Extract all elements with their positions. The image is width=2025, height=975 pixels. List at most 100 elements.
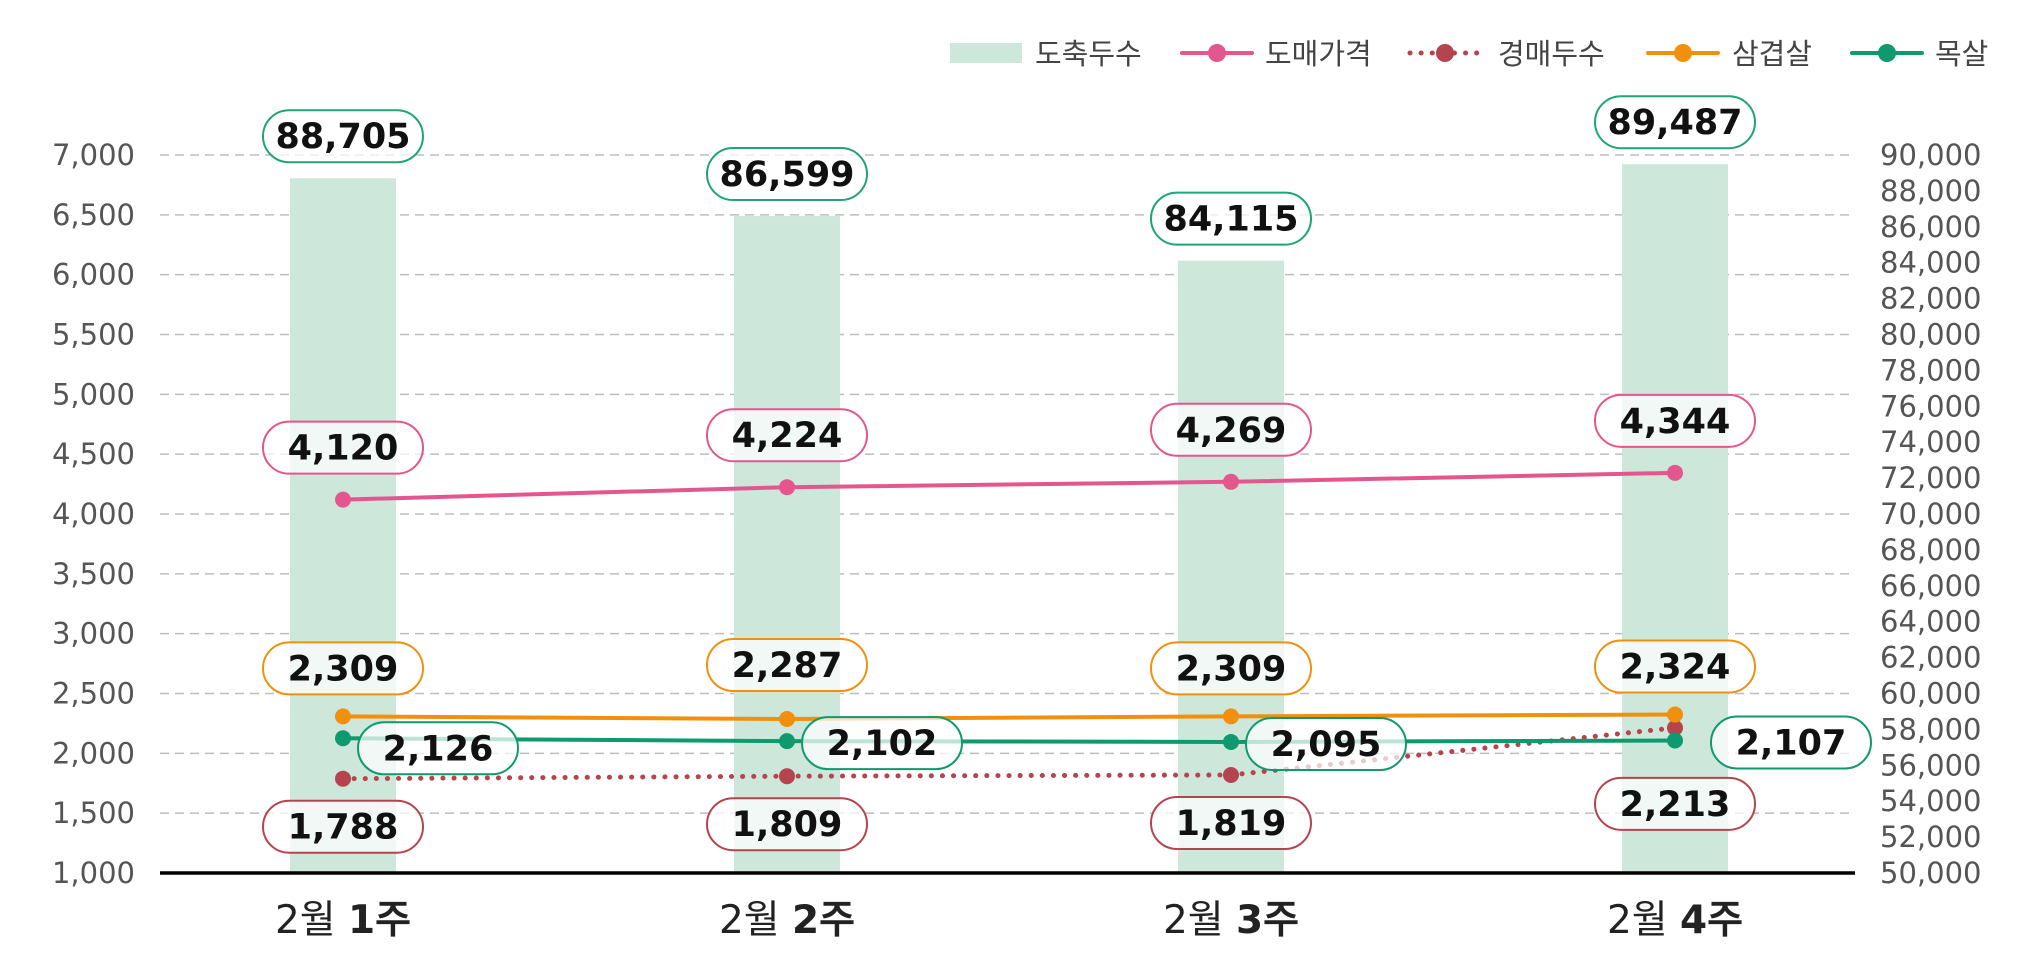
y-right-tick-label: 58,000 [1880, 712, 1981, 746]
series-point [779, 710, 795, 727]
y-right-tick-label: 72,000 [1880, 461, 1981, 495]
series-point [1223, 766, 1239, 783]
data-label-text: 86,599 [719, 155, 854, 195]
y-left-tick-label: 4,000 [52, 497, 135, 531]
legend-swatch [950, 43, 1022, 63]
data-label-box [1594, 639, 1756, 694]
data-label-text: 2,213 [1620, 785, 1731, 825]
line-data-label: 1,819 [1150, 795, 1312, 850]
y-right-tick-label: 54,000 [1880, 784, 1981, 818]
line-data-label: 1,788 [262, 799, 424, 854]
y-left-tick-label: 7,000 [52, 138, 135, 172]
legend-label: 목살 [1935, 37, 1988, 71]
line-data-label: 2,309 [1150, 641, 1312, 696]
y-right-tick-label: 84,000 [1880, 246, 1981, 280]
legend-marker [1208, 44, 1226, 62]
y-left-tick-label: 1,500 [52, 796, 135, 830]
line-data-label: 2,287 [706, 637, 868, 692]
bar-data-label: 88,705 [262, 109, 424, 164]
legend-item: 도축두수 [950, 37, 1142, 71]
y-right-tick-label: 80,000 [1880, 318, 1981, 352]
data-label-text: 2,309 [288, 649, 399, 689]
data-labels: 88,705 86,599 84,115 89,487 4,120 4,224 4,269 4… [262, 95, 1872, 854]
data-label-box [1150, 641, 1312, 696]
line-data-label: 4,120 [262, 420, 424, 475]
line-data-label: 4,269 [1150, 402, 1312, 457]
legend-marker [1878, 44, 1896, 62]
legend-marker [1674, 44, 1692, 62]
y-left-tick-label: 5,500 [52, 318, 135, 352]
y-left-tick-label: 6,000 [52, 258, 135, 292]
line-data-label: 2,095 [1245, 716, 1407, 771]
line-data-label: 2,324 [1594, 639, 1756, 694]
data-label-box [1150, 402, 1312, 457]
line-data-label: 4,224 [706, 408, 868, 463]
y-left-tick-label: 5,000 [52, 377, 135, 411]
series-line [341, 470, 1677, 502]
y-left-tick-label: 6,500 [52, 198, 135, 232]
series-point [779, 479, 795, 496]
data-label-box [262, 109, 424, 164]
data-label-text: 4,120 [288, 429, 399, 469]
data-label-box [1245, 716, 1407, 771]
legend-item: 삼겹살 [1646, 37, 1812, 71]
data-label-text: 88,705 [275, 117, 410, 157]
legend: 도축두수 도매가격 경매두수 삼겹살 목살 [950, 37, 1988, 71]
y-right-tick-label: 70,000 [1880, 497, 1981, 531]
series-point [335, 491, 351, 508]
y-left-tick-label: 2,500 [52, 677, 135, 711]
data-label-box [706, 408, 868, 463]
data-label-text: 4,269 [1176, 411, 1287, 451]
data-label-text: 2,126 [383, 729, 494, 769]
series-line [340, 725, 1678, 782]
y-left-tick-label: 2,000 [52, 736, 135, 770]
series-point [1667, 706, 1683, 723]
x-tick-label: 2월 3주 [1163, 898, 1299, 943]
y-left-tick-label: 3,500 [52, 557, 135, 591]
x-tick-label: 2월 2주 [719, 898, 855, 943]
y-right-tick-label: 86,000 [1880, 210, 1981, 244]
data-label-text: 2,102 [827, 724, 938, 764]
data-label-box [706, 637, 868, 692]
line-data-label: 2,102 [801, 716, 963, 771]
series-point [1667, 464, 1683, 481]
data-label-text: 1,809 [732, 805, 843, 845]
legend-item: 경매두수 [1407, 37, 1605, 71]
series-point [335, 730, 351, 747]
gridlines [160, 154, 1855, 814]
legend-label: 도축두수 [1035, 37, 1142, 71]
legend-item: 목살 [1850, 37, 1988, 71]
y-right-tick-label: 52,000 [1880, 820, 1981, 854]
series-point [335, 708, 351, 725]
data-label-box [262, 420, 424, 475]
data-label-box [262, 799, 424, 854]
y-right-tick-label: 90,000 [1880, 138, 1981, 172]
y-left-tick-label: 4,500 [52, 437, 135, 471]
line-data-label: 2,309 [262, 641, 424, 696]
data-label-text: 2,324 [1620, 648, 1731, 688]
series-point [779, 768, 795, 785]
data-label-box [1150, 191, 1312, 246]
data-label-text: 4,344 [1620, 402, 1731, 442]
series-point [1667, 732, 1683, 749]
x-tick-label: 2월 1주 [275, 898, 411, 943]
y-right-tick-label: 50,000 [1880, 856, 1981, 890]
y-right-tick-label: 78,000 [1880, 353, 1981, 387]
y-right-tick-label: 74,000 [1880, 425, 1981, 459]
y-left-tick-label: 3,000 [52, 617, 135, 651]
data-label-box [1150, 795, 1312, 850]
y-left-tick-label: 1,000 [52, 856, 135, 890]
data-label-box [357, 721, 519, 776]
line-data-label: 2,107 [1710, 715, 1872, 770]
data-label-box [262, 641, 424, 696]
bar-data-label: 86,599 [706, 147, 868, 202]
data-label-box [1594, 776, 1756, 831]
axes: 1,000 1,500 2,000 2,500 3,000 3,500 4,000 4,500… [52, 138, 1982, 943]
data-label-text: 1,788 [288, 808, 399, 848]
data-label-text: 4,224 [732, 416, 843, 456]
data-label-box [1594, 393, 1756, 448]
line-series [335, 464, 1683, 787]
bar-data-label: 84,115 [1150, 191, 1312, 246]
line-data-label: 2,213 [1594, 776, 1756, 831]
